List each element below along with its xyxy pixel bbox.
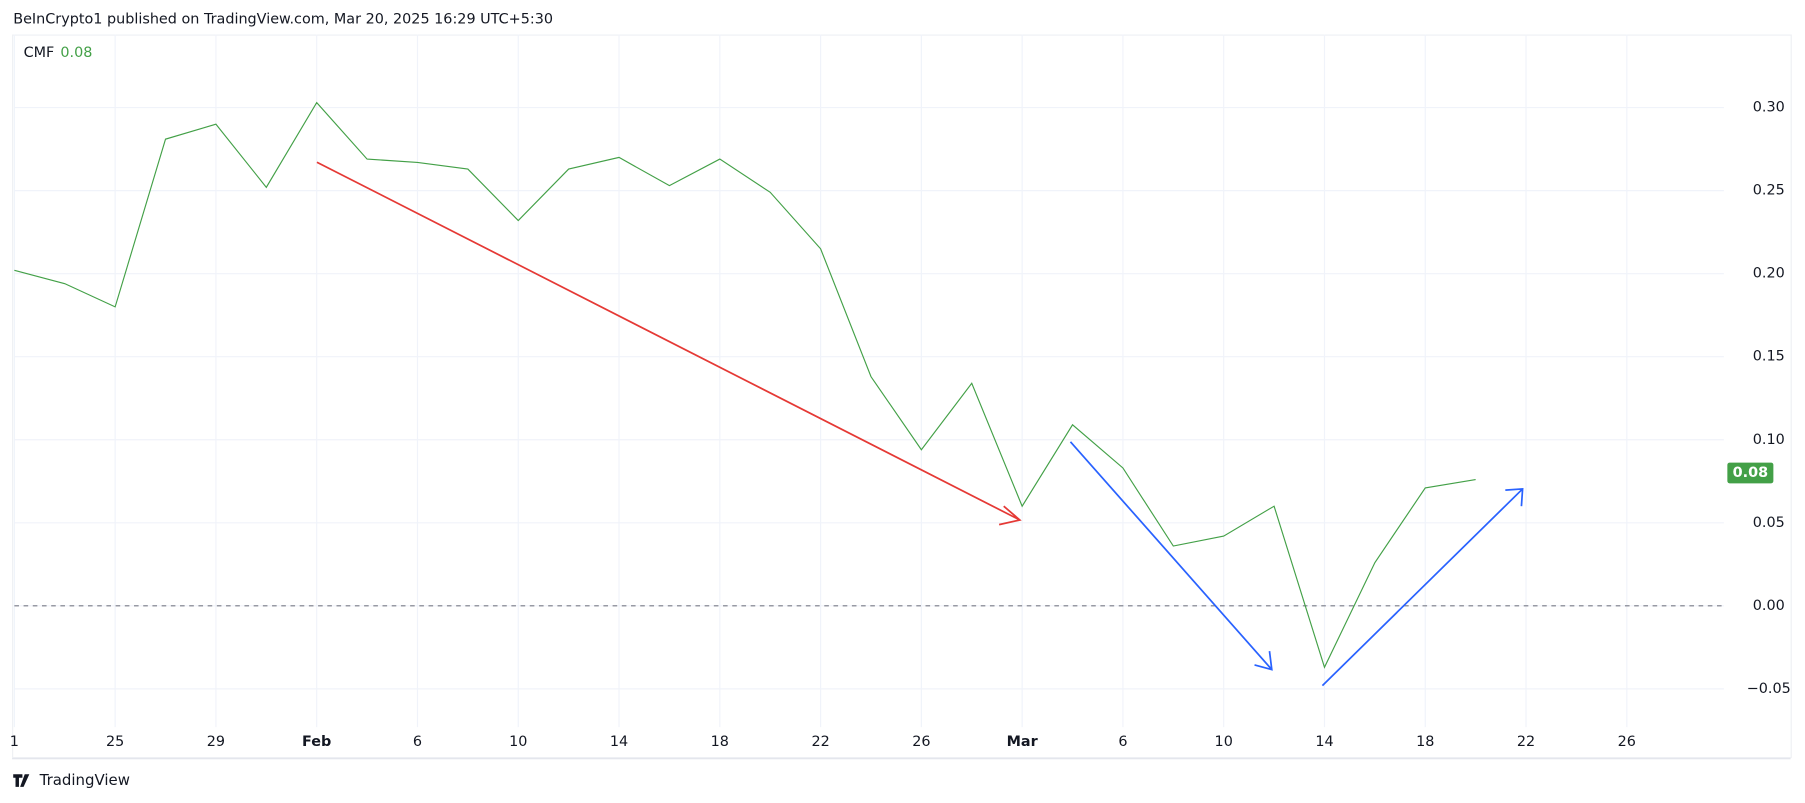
y-tick-label: 0.00 [1753, 598, 1785, 614]
annotations [316, 161, 1524, 687]
y-tick-label: 0.25 [1753, 183, 1785, 199]
grid [13, 34, 1724, 728]
x-tick-label: 14 [610, 734, 628, 750]
indicator-value: 0.08 [60, 45, 92, 61]
y-tick-label: 0.10 [1753, 432, 1785, 448]
down-arrow [316, 161, 1022, 526]
x-tick-label: 6 [413, 734, 422, 750]
x-tick-label: 1 [10, 734, 19, 750]
x-tick-label: Mar [1007, 734, 1039, 750]
brand: TradingView [39, 771, 130, 789]
y-tick-label: 0.15 [1753, 349, 1785, 365]
indicator-name: CMF [24, 45, 55, 61]
last-value-badge [1727, 462, 1774, 484]
y-tick-label: 0.20 [1753, 266, 1785, 282]
down-arrow [1069, 441, 1273, 671]
x-tick-label: 22 [811, 734, 829, 750]
x-tick-label: 25 [106, 734, 124, 750]
y-tick-label: 0.30 [1753, 100, 1785, 116]
header: BeInCrypto1 published on TradingView.com… [13, 12, 553, 28]
x-tick-label: 18 [711, 734, 729, 750]
y-tick-label: 0.05 [1753, 515, 1785, 531]
last-value-label: 0.08 [1733, 465, 1768, 481]
cmf-line [14, 101, 1476, 669]
x-tick-label: 22 [1517, 734, 1535, 750]
up-arrow [1321, 488, 1524, 687]
x-tick-label: 10 [509, 734, 527, 750]
x-tick-label: 29 [207, 734, 225, 750]
x-tick-label: 18 [1416, 734, 1434, 750]
x-tick-label: 26 [1618, 734, 1636, 750]
x-tick-label: 14 [1315, 734, 1333, 750]
chart-frame [12, 34, 1792, 759]
plot [14, 101, 1724, 669]
y-tick-label: −0.05 [1747, 681, 1791, 697]
brand-logo [13, 774, 30, 787]
x-tick-label: Feb [302, 734, 331, 750]
x-tick-label: 26 [912, 734, 930, 750]
x-tick-label: 6 [1118, 734, 1127, 750]
x-tick-label: 10 [1215, 734, 1233, 750]
